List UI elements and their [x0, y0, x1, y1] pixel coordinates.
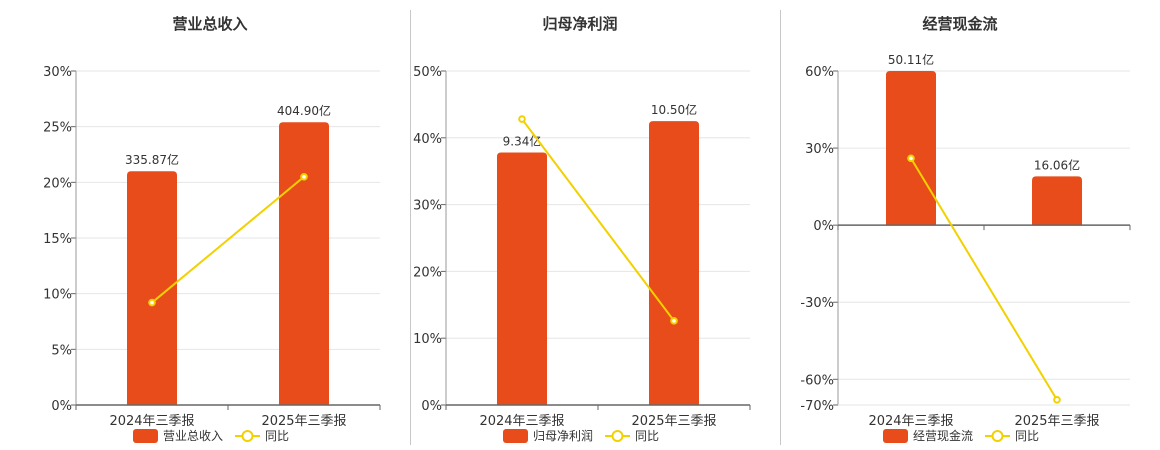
chart1-y-tick-label: 30% [43, 65, 72, 80]
chart1-x-tick-label: 2024年三季报 [109, 414, 194, 429]
chart2-line-point-2 [670, 317, 678, 325]
chart2-y-tick-label: 10% [413, 332, 442, 347]
chart1-y-tick-label: 25% [43, 121, 72, 136]
chart1-title: 营业总收入 [172, 15, 247, 33]
chart3-x-tick-label: 2025年三季报 [1014, 414, 1099, 429]
chart3-line-point-1 [907, 154, 915, 163]
panel-divider-1 [410, 10, 411, 445]
chart2-y-tick-label: 30% [413, 199, 442, 214]
chart3-bar-value-label: 16.06亿 [1034, 157, 1080, 172]
chart2-legend-line-label: 同比 [635, 429, 659, 443]
chart3-legend-line-label: 同比 [1015, 429, 1039, 443]
chart3-y-tick-label: -70% [800, 399, 834, 414]
chart1-bar-2 [279, 122, 329, 406]
chart2-legend-bar-label: 归母净利润 [533, 429, 593, 443]
chart2-y-tick-label: 20% [413, 265, 442, 280]
chart2-x-tick-label: 2024年三季报 [479, 414, 564, 429]
chart1-legend-bar-label: 营业总收入 [163, 429, 223, 443]
chart2-legend-bar-swatch [503, 429, 528, 443]
chart1-line-point-2 [300, 172, 308, 181]
chart1-y-tick-label: 20% [43, 176, 72, 191]
chart1-line-point-1 [148, 298, 156, 307]
chart3-legend-bar-swatch [883, 429, 908, 443]
chart3-y-tick-label: 30% [805, 142, 834, 157]
chart1-line-series [151, 175, 305, 304]
chart3-bar-2 [1032, 176, 1082, 226]
chart3-legend-line-marker [991, 430, 1004, 442]
chart1-bar-value-label: 404.90亿 [277, 103, 331, 118]
chart3-y-tick-label: -30% [800, 296, 834, 311]
chart3-bar-1 [886, 71, 936, 226]
chart1-x-tick-label: 2025年三季报 [261, 414, 346, 429]
chart2-legend-line-marker [611, 430, 624, 442]
chart1-legend-line-label: 同比 [265, 429, 289, 443]
chart2-line-point-1 [518, 115, 526, 123]
chart2-bar-2 [649, 121, 699, 405]
chart3-y-tick-label: 0% [813, 219, 834, 234]
panel-divider-2 [780, 10, 781, 445]
chart1-y-tick-label: 0% [51, 399, 72, 414]
chart1-y-tick-label: 10% [43, 288, 72, 303]
chart1-legend-bar-swatch [133, 429, 158, 443]
chart3-x-tick-label: 2024年三季报 [868, 414, 953, 429]
chart2-bar-value-label: 9.34亿 [503, 133, 542, 148]
chart2-title: 归母净利润 [542, 15, 617, 33]
chart1-y-tick-label: 5% [51, 343, 72, 358]
chart3-y-tick-label: -60% [800, 373, 834, 388]
chart2-bar-1 [497, 152, 547, 405]
chart2-y-tick-label: 50% [413, 65, 442, 80]
chart2-x-tick-label: 2025年三季报 [631, 414, 716, 429]
chart2-y-tick-label: 0% [421, 399, 442, 414]
chart3-line-point-2 [1053, 396, 1061, 404]
chart3-title: 经营现金流 [922, 15, 997, 33]
chart2-bar-value-label: 10.50亿 [651, 102, 697, 117]
chart2-y-tick-label: 40% [413, 132, 442, 147]
chart3-bar-value-label: 50.11亿 [888, 52, 934, 67]
chart3-line-series [910, 157, 1058, 401]
chart1-bar-1 [127, 171, 177, 405]
chart1-bar-value-label: 335.87亿 [125, 152, 179, 167]
chart3-legend-bar-label: 经营现金流 [913, 428, 973, 443]
chart2-line-series [521, 118, 675, 322]
chart1-y-tick-label: 15% [43, 232, 72, 247]
chart3-y-tick-label: 60% [805, 65, 834, 80]
chart1-legend-line-marker [241, 430, 254, 442]
